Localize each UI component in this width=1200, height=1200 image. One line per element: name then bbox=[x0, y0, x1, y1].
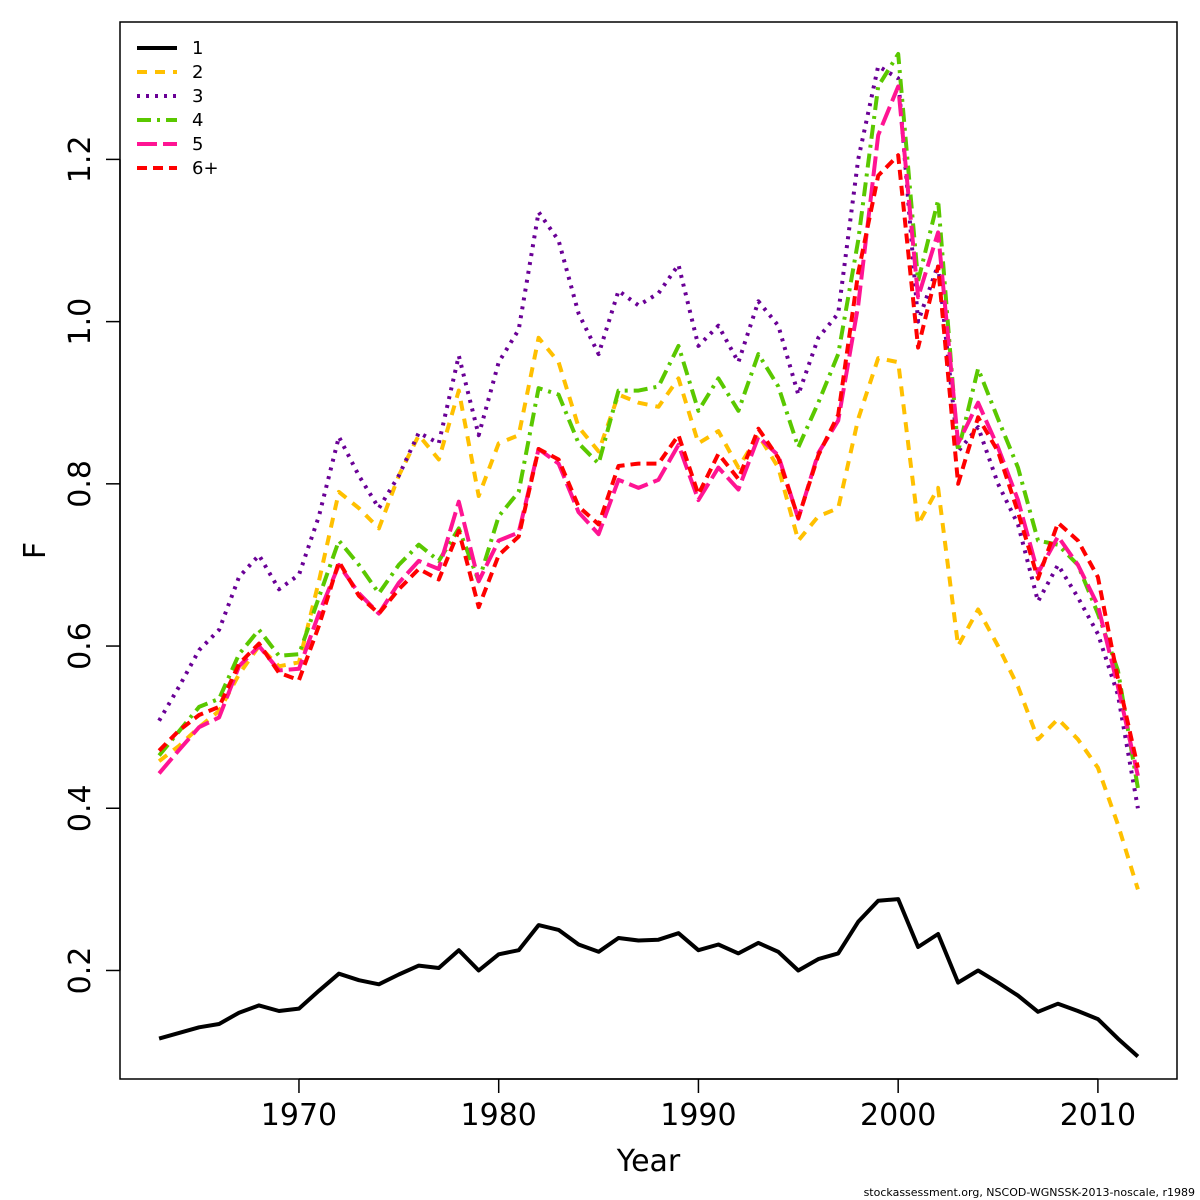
y-tick-label: 0.6 bbox=[63, 622, 98, 670]
y-axis-title: F bbox=[18, 542, 53, 559]
legend-label: 1 bbox=[192, 38, 203, 59]
y-tick-label: 0.8 bbox=[63, 460, 98, 508]
series-line-3 bbox=[157, 64, 1140, 809]
y-axis: 0.2 0.4 0.6 0.8 1.0 1.2 bbox=[63, 136, 121, 995]
legend-label: 6+ bbox=[192, 158, 219, 179]
legend: 1 2 3 4 5 6+ bbox=[137, 38, 219, 179]
x-tick-label: 1980 bbox=[461, 1098, 537, 1133]
x-tick-label: 2000 bbox=[860, 1098, 936, 1133]
series-layer bbox=[157, 52, 1140, 1058]
x-tick-label: 1970 bbox=[261, 1098, 337, 1133]
legend-label: 3 bbox=[192, 86, 203, 107]
x-axis-title: Year bbox=[616, 1144, 681, 1179]
y-tick-label: 0.4 bbox=[63, 784, 98, 832]
y-tick-label: 0.2 bbox=[63, 947, 98, 995]
x-tick-label: 2010 bbox=[1060, 1098, 1136, 1133]
x-tick-label: 1990 bbox=[660, 1098, 736, 1133]
series-line-1 bbox=[158, 897, 1140, 1058]
series-line-6 bbox=[157, 153, 1140, 769]
x-axis: 1970 1980 1990 2000 2010 bbox=[261, 1078, 1136, 1133]
legend-label: 2 bbox=[192, 62, 203, 83]
legend-label: 4 bbox=[192, 110, 203, 131]
y-tick-label: 1.0 bbox=[63, 298, 98, 346]
legend-label: 5 bbox=[192, 134, 203, 155]
y-tick-label: 1.2 bbox=[63, 136, 98, 184]
footer-note: stockassessment.org, NSCOD-WGNSSK-2013-n… bbox=[864, 1186, 1195, 1199]
series-line-4 bbox=[157, 52, 1140, 789]
